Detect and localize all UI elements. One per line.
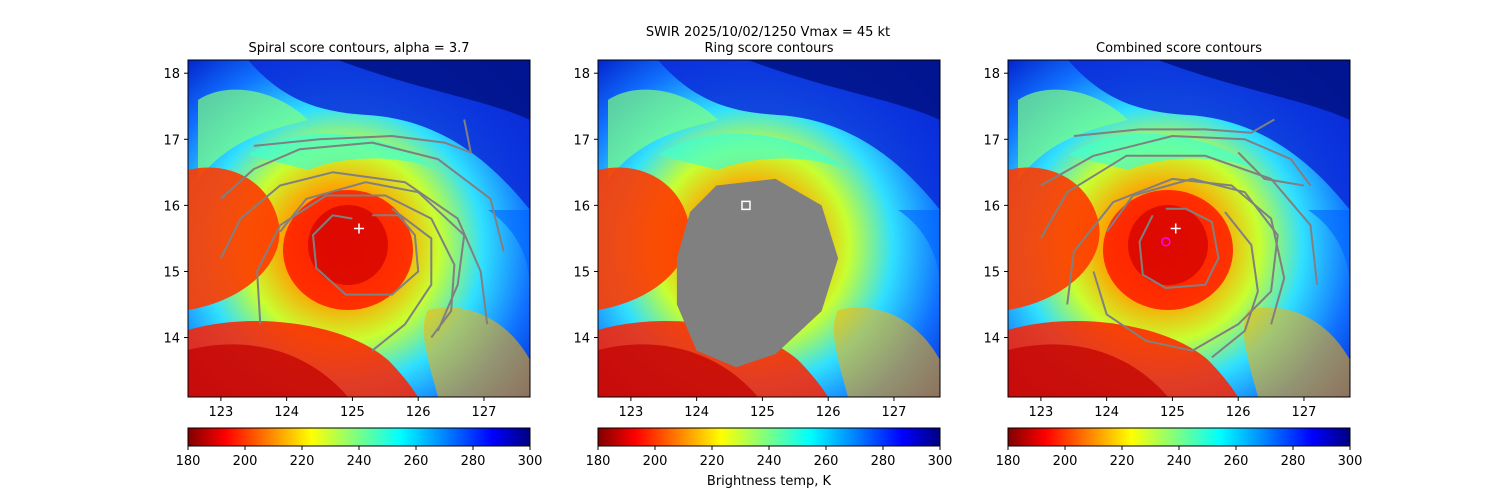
colorbar-tick-label: 280 — [461, 454, 486, 469]
contour-line — [1092, 177, 1279, 352]
x-tick-label: 126 — [816, 405, 841, 420]
colorbar-2: 180 200 220 240 260 280 300 — [586, 427, 953, 469]
panel-title: Combined score contours — [1096, 41, 1262, 56]
colorbar-tick-label: 220 — [290, 454, 315, 469]
contour-line — [253, 119, 472, 154]
colorbar-tick-label: 300 — [1338, 454, 1363, 469]
colorbar-gradient — [597, 427, 941, 447]
colorbar-tick-label: 220 — [700, 454, 725, 469]
center-marker — [741, 200, 751, 211]
contour-line — [1138, 207, 1220, 289]
colorbar-tick-label: 300 — [928, 454, 953, 469]
y-tick-label: 15 — [163, 265, 180, 280]
colorbar-tick-label: 280 — [1281, 454, 1306, 469]
colorbar-tick-label: 180 — [586, 454, 611, 469]
figure-suptitle: SWIR 2025/10/02/1250 Vmax = 45 kt — [646, 25, 890, 40]
colorbar-label: Brightness temp, K — [707, 474, 832, 489]
x-tick-label: 127 — [472, 405, 497, 420]
contour-line — [1040, 135, 1312, 187]
y-tick-label: 16 — [163, 199, 180, 214]
colorbar-gradient — [187, 427, 531, 447]
y-tick-label: 14 — [163, 332, 180, 347]
colorbar-tick-label: 240 — [1167, 454, 1192, 469]
x-tick-label: 127 — [882, 405, 907, 420]
y-tick-label: 15 — [573, 265, 590, 280]
panel-2: Ring score contours 123 124 125 126 127 14 15 16… — [573, 41, 941, 420]
y-tick-label: 17 — [163, 133, 180, 148]
panel-1: Spiral score contours, alpha = 3.7 123 124… — [163, 41, 531, 420]
ring-score-region — [676, 178, 839, 368]
x-tick-label: 125 — [340, 405, 365, 420]
colorbar-tick-label: 220 — [1110, 454, 1135, 469]
panel-title: Ring score contours — [704, 41, 833, 56]
y-tick-label: 18 — [163, 67, 180, 82]
contour-line — [312, 214, 420, 296]
contour-line — [1237, 151, 1305, 187]
contour-line — [1211, 211, 1259, 359]
colorbar-tick-label: 180 — [996, 454, 1021, 469]
colorbar-tick-label: 240 — [347, 454, 372, 469]
colorbar-tick-label: 200 — [233, 454, 258, 469]
x-tick-label: 125 — [750, 405, 775, 420]
x-tick-label: 124 — [1094, 405, 1119, 420]
colorbar-tick-label: 280 — [871, 454, 896, 469]
x-tick-label: 124 — [684, 405, 709, 420]
axes-frame — [1007, 59, 1351, 398]
y-tick-label: 16 — [573, 199, 590, 214]
contour-line — [220, 171, 489, 325]
x-tick-label: 123 — [208, 405, 233, 420]
panel-3: Combined score contours 123 124 125 126 127 14… — [983, 41, 1351, 420]
y-tick-label: 17 — [573, 133, 590, 148]
y-tick-label: 14 — [573, 332, 590, 347]
y-tick-label: 15 — [983, 265, 1000, 280]
x-tick-label: 126 — [1226, 405, 1251, 420]
center-marker — [1170, 223, 1181, 234]
contour-line — [371, 207, 433, 352]
y-tick-label: 17 — [983, 133, 1000, 148]
x-tick-label: 123 — [618, 405, 643, 420]
colorbar-tick-label: 200 — [1053, 454, 1078, 469]
colorbar-tick-label: 260 — [814, 454, 839, 469]
x-tick-label: 125 — [1160, 405, 1185, 420]
panel-title: Spiral score contours, alpha = 3.7 — [248, 41, 469, 56]
x-tick-label: 126 — [406, 405, 431, 420]
contour-line — [1040, 154, 1319, 285]
x-tick-label: 123 — [1028, 405, 1053, 420]
x-tick-label: 124 — [274, 405, 299, 420]
contour-line — [279, 181, 466, 332]
axes-frame — [187, 59, 531, 398]
colorbar-tick-label: 180 — [176, 454, 201, 469]
center-marker — [354, 223, 364, 234]
y-tick-label: 18 — [573, 67, 590, 82]
y-tick-label: 14 — [983, 332, 1000, 347]
colorbar-tick-label: 300 — [518, 454, 543, 469]
contour-line — [220, 141, 505, 252]
colorbar-gradient — [1007, 427, 1351, 447]
x-tick-label: 127 — [1292, 405, 1317, 420]
alt-center-marker — [1161, 236, 1171, 247]
colorbar-tick-label: 240 — [757, 454, 782, 469]
contour-line — [1073, 118, 1275, 137]
y-tick-label: 16 — [983, 199, 1000, 214]
colorbar-tick-label: 260 — [1224, 454, 1249, 469]
colorbar-3: 180 200 220 240 260 280 300 — [996, 427, 1363, 469]
y-tick-label: 18 — [983, 67, 1000, 82]
colorbar-1: 180 200 220 240 260 280 300 — [176, 427, 543, 469]
colorbar-tick-label: 200 — [643, 454, 668, 469]
axes-frame — [597, 59, 941, 398]
colorbar-tick-label: 260 — [404, 454, 429, 469]
